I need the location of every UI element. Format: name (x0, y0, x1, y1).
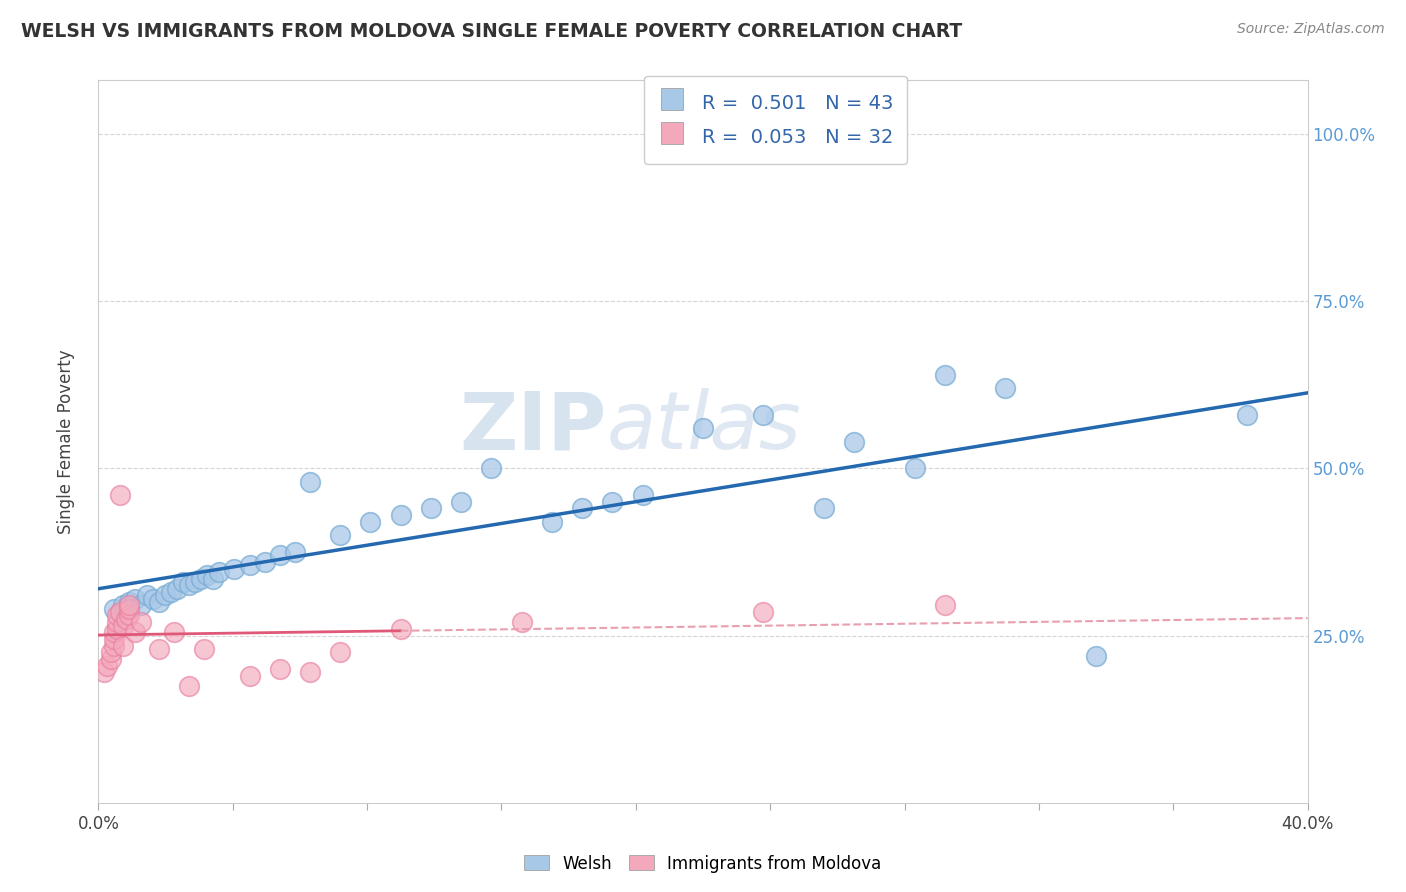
Point (111, 618, 134, 632)
Point (114, 612, 136, 626)
Point (129, 615, 152, 630)
Point (389, 508, 412, 523)
Point (631, 488, 654, 502)
Point (96, 658, 118, 673)
Point (269, 662, 291, 676)
Point (111, 599, 134, 613)
Point (202, 572, 225, 586)
Point (389, 622, 412, 636)
Legend: R =  0.501   N = 43, R =  0.053   N = 32: R = 0.501 N = 43, R = 0.053 N = 32 (644, 76, 907, 163)
Point (481, 461, 503, 475)
Point (450, 494, 472, 508)
Point (160, 585, 183, 599)
Point (124, 591, 146, 606)
Point (124, 625, 146, 640)
Point (813, 501, 835, 516)
Point (934, 599, 956, 613)
Point (93, 665, 115, 680)
Point (284, 545, 307, 559)
Point (510, 615, 533, 630)
Point (105, 615, 128, 630)
Point (844, 434, 866, 449)
Point (571, 501, 593, 516)
Point (752, 605, 775, 619)
Point (118, 595, 141, 609)
Point (100, 645, 122, 659)
Point (239, 558, 262, 573)
Point (135, 589, 157, 603)
Point (934, 368, 956, 382)
Text: Source: ZipAtlas.com: Source: ZipAtlas.com (1237, 22, 1385, 37)
Point (224, 562, 246, 576)
Point (103, 639, 125, 653)
Point (208, 565, 231, 579)
Point (1236, 408, 1258, 422)
Point (100, 652, 122, 666)
Point (752, 408, 775, 422)
Point (118, 602, 141, 616)
Point (103, 625, 125, 640)
Text: ZIP: ZIP (458, 388, 606, 467)
Point (420, 501, 443, 516)
Point (108, 605, 131, 619)
Point (1085, 648, 1108, 663)
Point (179, 679, 201, 693)
Y-axis label: Single Female Poverty: Single Female Poverty (56, 350, 75, 533)
Point (602, 494, 624, 508)
Point (118, 608, 141, 623)
Point (994, 381, 1017, 395)
Point (540, 515, 562, 529)
Point (148, 642, 170, 657)
Point (269, 548, 291, 563)
Point (103, 602, 125, 616)
Point (118, 599, 141, 613)
Point (692, 421, 714, 435)
Text: WELSH VS IMMIGRANTS FROM MOLDOVA SINGLE FEMALE POVERTY CORRELATION CHART: WELSH VS IMMIGRANTS FROM MOLDOVA SINGLE … (21, 22, 962, 41)
Point (163, 625, 186, 640)
Point (239, 669, 262, 683)
Point (166, 582, 188, 596)
Point (108, 488, 131, 502)
Point (190, 572, 212, 586)
Point (299, 665, 322, 680)
Point (129, 599, 152, 613)
Point (179, 578, 201, 592)
Point (299, 475, 322, 489)
Point (193, 642, 215, 657)
Point (153, 589, 176, 603)
Point (148, 595, 170, 609)
Point (142, 591, 165, 606)
Point (904, 461, 927, 475)
Point (105, 622, 128, 636)
Point (111, 639, 134, 653)
Point (172, 575, 194, 590)
Point (253, 555, 276, 569)
Text: atlas: atlas (606, 388, 801, 467)
Point (103, 632, 125, 646)
Legend: Welsh, Immigrants from Moldova: Welsh, Immigrants from Moldova (517, 848, 889, 880)
Point (360, 515, 382, 529)
Point (329, 645, 352, 659)
Point (105, 608, 128, 623)
Point (195, 568, 218, 582)
Point (329, 528, 352, 542)
Point (184, 575, 207, 590)
